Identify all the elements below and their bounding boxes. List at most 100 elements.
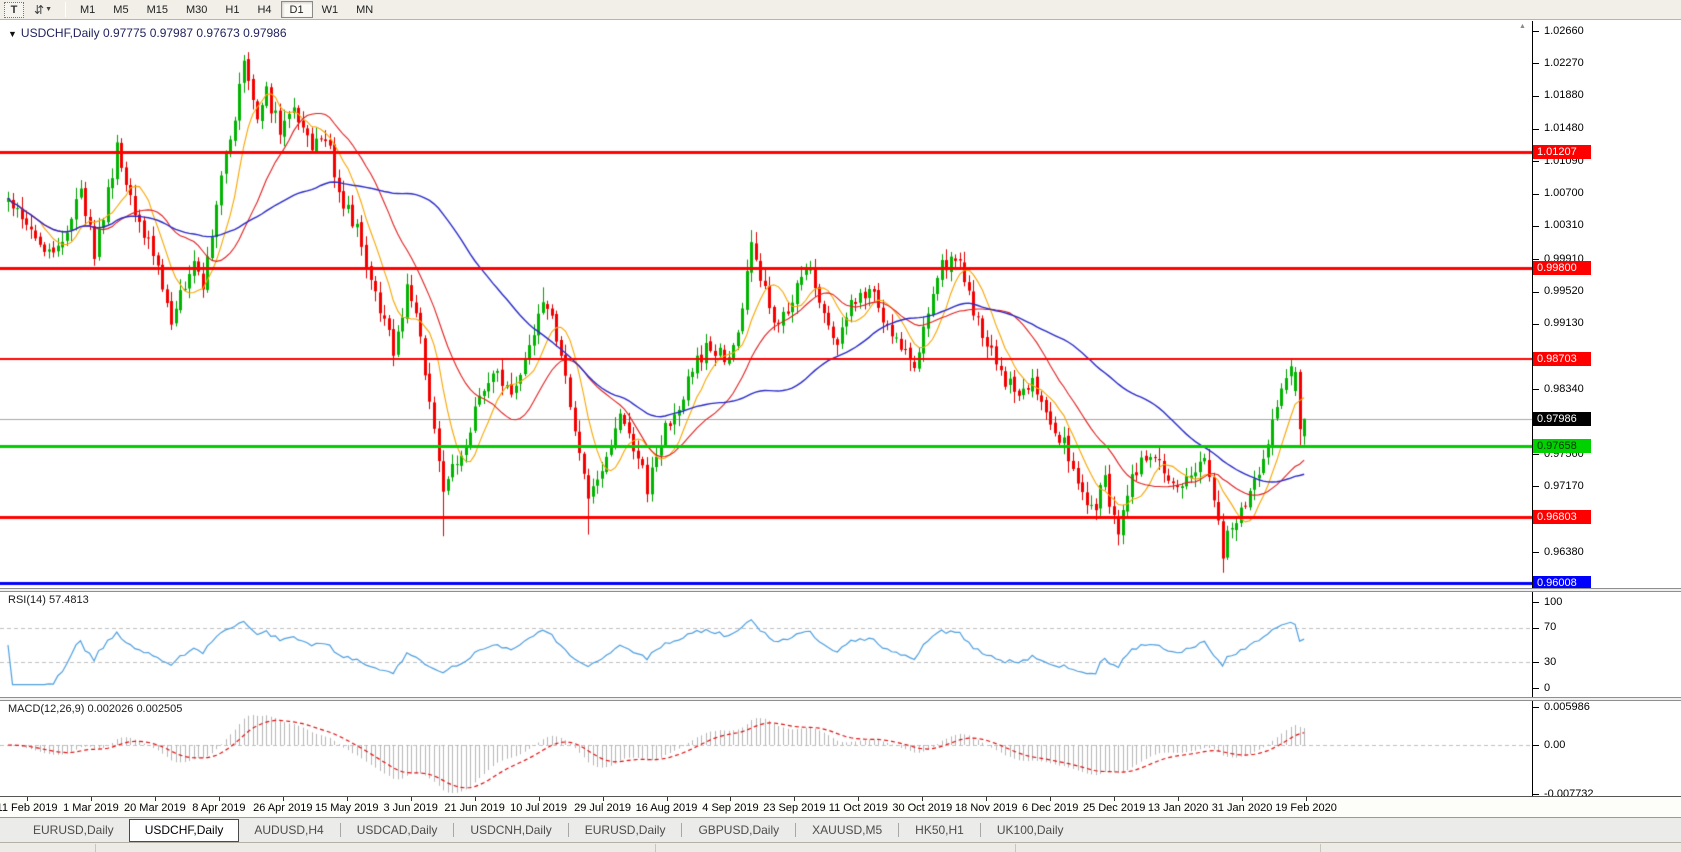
chart-tab-xauusd-m5[interactable]: XAUUSD,M5 (812, 823, 883, 837)
date-tick-label: 6 Dec 2019 (1022, 802, 1079, 814)
date-tick-label: 3 Jun 2019 (383, 802, 438, 814)
rsi-tick-mark (1533, 688, 1539, 689)
date-tick-mark (602, 797, 604, 801)
dropdown-arrow-icon: ▼ (45, 6, 52, 13)
date-tick-label: 25 Dec 2019 (1082, 802, 1146, 814)
date-tick-label: 29 Jul 2019 (574, 802, 631, 814)
price-tick-mark (1533, 389, 1539, 391)
price-tick-mark (1533, 323, 1539, 325)
macd-tick-mark (1533, 745, 1539, 746)
chart-tab-audusd-h4[interactable]: AUDUSD,H4 (254, 823, 324, 837)
price-line-badge: 0.96803 (1533, 509, 1591, 524)
pane-bottom-border (0, 796, 1681, 797)
date-tick-mark (1050, 797, 1052, 801)
chart-tab-eurusd-daily[interactable]: EURUSD,Daily (33, 823, 114, 837)
date-tick-mark (1114, 797, 1116, 801)
date-tick-mark (538, 797, 540, 801)
timeframe-buttons: M1 M5 M15 M30 H1 H4 D1 W1 MN (71, 1, 382, 18)
price-tick-label: 1.01480 (1544, 122, 1584, 135)
tab-separator (979, 823, 981, 837)
price-tick-mark (1533, 193, 1539, 195)
quote-low: 0.97673 (196, 26, 240, 40)
price-tick-mark (1533, 259, 1539, 261)
axis-scroll-up-icon[interactable]: ▲ (1519, 23, 1526, 30)
tab-separator (567, 823, 569, 837)
rsi-tick-mark (1533, 662, 1539, 664)
date-tick-label: 23 Sep 2019 (763, 802, 826, 814)
tab-separator (898, 823, 900, 837)
price-axis[interactable]: 1.02660 1.02270 1.01880 1.01480 1.01090 1.007… (1532, 21, 1681, 800)
date-tick-label: 26 Apr 2019 (253, 802, 313, 814)
price-line-badge: 0.97658 (1533, 438, 1591, 453)
date-tick-label: 21 Jun 2019 (444, 802, 505, 814)
quote-open: 0.97775 (102, 26, 147, 40)
rsi-tick-mark (1533, 602, 1539, 603)
rsi-tick-label: 30 (1544, 655, 1557, 668)
date-tick-mark (858, 797, 860, 801)
chart-tab-hk50-h1[interactable]: HK50,H1 (915, 823, 964, 837)
date-tick-mark (218, 797, 220, 801)
timeframe-button-m1[interactable]: M1 (80, 3, 96, 16)
date-tick-label: 11 Oct 2019 (828, 802, 888, 814)
price-tick-mark (1533, 552, 1539, 553)
symbol-dropdown-icon[interactable]: ▼ (8, 29, 17, 39)
macd-tick-mark (1533, 794, 1539, 796)
price-tick-mark (1533, 486, 1539, 488)
price-line-badge: 0.98703 (1533, 352, 1591, 367)
date-tick-label: 8 Apr 2019 (192, 802, 246, 814)
price-tick-mark (1533, 161, 1539, 163)
arrange-windows-button[interactable]: ⇵ ▼ (30, 1, 60, 18)
timeframe-button-d1[interactable]: D1 (280, 1, 313, 18)
pane-divider-rsi[interactable] (0, 588, 1681, 592)
timeframe-button-m30[interactable]: M30 (185, 3, 208, 16)
quote-close: 0.97986 (243, 26, 287, 40)
chart-tab-uk100-daily[interactable]: UK100,Daily (996, 823, 1064, 837)
chart-tab-gbpusd-daily[interactable]: GBPUSD,Daily (698, 823, 780, 837)
date-tick-label: 10 Jul 2019 (510, 802, 568, 814)
chart-tab-usdcad-daily[interactable]: USDCAD,Daily (356, 823, 438, 837)
price-tick-label: 1.01880 (1544, 89, 1584, 102)
timeframe-button-mn[interactable]: MN (356, 3, 374, 16)
date-tick-label: 30 Oct 2019 (892, 802, 953, 814)
chart-symbol-header: ▼ USDCHF,Daily 0.97775 0.97987 0.97673 0.… (8, 26, 287, 40)
date-axis[interactable]: 11 Feb 2019 1 Mar 2019 20 Mar 2019 8 Apr 20… (0, 797, 1681, 817)
pane-divider-macd[interactable] (0, 697, 1681, 701)
rsi-tick-label: 0 (1544, 681, 1551, 694)
chart-tab-eurusd-daily[interactable]: EURUSD,Daily (584, 823, 666, 837)
price-tick-mark (1533, 225, 1539, 227)
price-tick-label: 1.00700 (1544, 187, 1584, 200)
price-tick-label: 0.99520 (1544, 285, 1584, 297)
date-tick-label: 18 Nov 2019 (955, 802, 1018, 814)
text-tool-button[interactable]: T (4, 1, 24, 18)
chart-canvas[interactable] (0, 21, 1532, 796)
timeframe-button-m15[interactable]: M15 (146, 3, 168, 16)
text-tool-icon: T (10, 3, 18, 16)
quote-high: 0.97987 (149, 26, 194, 40)
date-tick-mark (410, 797, 412, 801)
price-tick-mark (1533, 291, 1539, 293)
price-tick-label: 0.99130 (1544, 317, 1584, 330)
tab-separator (453, 823, 455, 837)
date-tick-mark (666, 797, 668, 801)
chart-tab-usdchf-daily[interactable]: USDCHF,Daily (128, 818, 240, 842)
price-tick-mark (1533, 31, 1539, 32)
date-tick-mark (922, 797, 924, 801)
macd-tick-label: 0.005986 (1544, 700, 1590, 713)
timeframe-button-w1[interactable]: W1 (321, 3, 339, 16)
date-tick-mark (1242, 797, 1244, 801)
timeframe-button-h4[interactable]: H4 (257, 3, 272, 16)
price-tick-label: 0.97170 (1544, 479, 1584, 492)
timeframe-button-m5[interactable]: M5 (113, 3, 129, 16)
date-tick-mark (90, 797, 92, 801)
chart-tab-usdcnh-daily[interactable]: USDCNH,Daily (470, 823, 552, 837)
tab-separator (681, 823, 683, 837)
macd-indicator-label: MACD(12,26,9) 0.002026 0.002505 (8, 703, 183, 715)
chart-tab-bar: EURUSD,Daily USDCHF,Daily AUDUSD,H4 USDCAD,… (0, 817, 1681, 842)
price-tick-mark (1533, 63, 1539, 65)
timeframe-button-h1[interactable]: H1 (225, 3, 240, 16)
date-tick-label: 4 Sep 2019 (702, 802, 759, 814)
date-tick-label: 31 Jan 2020 (1211, 802, 1273, 814)
date-tick-label: 13 Jan 2020 (1147, 802, 1209, 814)
date-tick-label: 1 Mar 2019 (63, 802, 119, 814)
price-line-badge: 0.96008 (1533, 575, 1591, 590)
